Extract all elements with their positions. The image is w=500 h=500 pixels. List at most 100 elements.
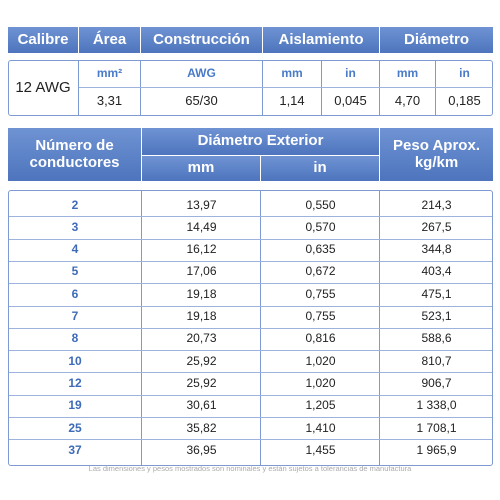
table-cell: 0,672 xyxy=(261,261,380,283)
conductor-count: 25 xyxy=(8,417,142,439)
table-cell: 1 708,1 xyxy=(380,417,493,439)
table-cell-text: 0,816 xyxy=(305,331,336,346)
column-divider xyxy=(78,61,79,115)
table-cell: 344,8 xyxy=(380,239,493,261)
table-cell-text: 403,4 xyxy=(421,264,452,279)
table-cell-text: 0,672 xyxy=(305,264,336,279)
conductor-count-text: 12 xyxy=(68,375,82,390)
table-cell: 523,1 xyxy=(380,306,493,328)
column-divider xyxy=(379,61,380,115)
conductor-count-text: 3 xyxy=(71,219,79,234)
conductor-count-text: 10 xyxy=(68,353,82,368)
conductor-count-text: 19 xyxy=(68,398,82,413)
value-cell-text: 3,31 xyxy=(96,93,123,109)
value-cell-text: 0,185 xyxy=(448,93,481,109)
table-cell: 1 338,0 xyxy=(380,395,493,417)
unit-header: in xyxy=(261,156,379,181)
table-cell-text: 1 338,0 xyxy=(416,398,457,413)
footnote: Las dimensiones y pesos mostrados son no… xyxy=(0,464,500,476)
header-cell: Diámetro Exterior xyxy=(142,128,379,155)
table-cell: 17,06 xyxy=(142,261,261,283)
table-cell-text: 0,635 xyxy=(305,242,336,257)
table-cell-text: 214,3 xyxy=(421,197,452,212)
conductor-count-text: 2 xyxy=(71,197,79,212)
table-cell-text: 1,020 xyxy=(305,353,336,368)
table-cell: 36,95 xyxy=(142,439,261,461)
table-cell: 25,92 xyxy=(142,372,261,394)
table-cell: 810,7 xyxy=(380,350,493,372)
header-cell-text: Aislamiento xyxy=(278,30,364,48)
header-cell: Área xyxy=(79,27,140,53)
unit-cell: in xyxy=(322,61,379,87)
table-cell: 19,18 xyxy=(142,306,261,328)
value-cell-text: 4,70 xyxy=(394,93,421,109)
conductor-count: 8 xyxy=(8,328,142,350)
table-cell: 0,570 xyxy=(261,216,380,238)
table-cell: 1,020 xyxy=(261,372,380,394)
conductor-count-text: 4 xyxy=(71,242,79,257)
table-cell: 35,82 xyxy=(142,417,261,439)
table-cell-text: 1,020 xyxy=(305,375,336,390)
table-cell: 1,020 xyxy=(261,350,380,372)
table-cell: 0,635 xyxy=(261,239,380,261)
table-cell-text: 0,755 xyxy=(305,309,336,324)
table-cell: 0,755 xyxy=(261,283,380,305)
table-cell: 403,4 xyxy=(380,261,493,283)
unit-cell: mm xyxy=(263,61,321,87)
conductor-count: 2 xyxy=(8,194,142,216)
conductor-count-text: 7 xyxy=(71,309,79,324)
row-divider xyxy=(9,350,492,352)
row-divider xyxy=(9,372,492,374)
unit-cell: mm xyxy=(380,61,435,87)
column-divider xyxy=(140,61,141,115)
header-cell: Calibre xyxy=(8,27,78,53)
table-cell-text: 30,61 xyxy=(186,398,217,413)
header-cell: Aislamiento xyxy=(263,27,379,53)
table-cell-text: 36,95 xyxy=(186,442,217,457)
header-cell-text: Construcción xyxy=(153,30,250,48)
value-cell: 0,185 xyxy=(436,88,493,115)
conductor-count: 12 xyxy=(8,372,142,394)
header-cell: Peso Aprox. kg/km xyxy=(380,128,493,181)
table-cell-text: 35,82 xyxy=(186,420,217,435)
unit-cell: in xyxy=(436,61,493,87)
table-cell-text: 810,7 xyxy=(421,353,452,368)
table-cell: 0,816 xyxy=(261,328,380,350)
table-cell: 20,73 xyxy=(142,328,261,350)
table-cell-text: 267,5 xyxy=(421,219,452,234)
conductor-count: 4 xyxy=(8,239,142,261)
unit-cell-text: mm xyxy=(396,66,419,81)
table-cell-text: 14,49 xyxy=(186,219,217,234)
conductor-count: 10 xyxy=(8,350,142,372)
row-divider xyxy=(9,439,492,441)
table-cell: 13,97 xyxy=(142,194,261,216)
row-divider xyxy=(9,394,492,396)
row-divider xyxy=(79,87,493,88)
table-cell-text: 906,7 xyxy=(421,375,452,390)
table-cell-text: 25,92 xyxy=(186,375,217,390)
table-cell-text: 588,6 xyxy=(421,331,452,346)
table-cell: 1,205 xyxy=(261,395,380,417)
conductor-count: 3 xyxy=(8,216,142,238)
unit-header-text: in xyxy=(313,159,327,177)
calibre-cell: 12 AWG xyxy=(8,60,78,116)
value-cell: 65/30 xyxy=(141,88,262,115)
unit-cell-text: AWG xyxy=(187,66,216,81)
value-cell-text: 0,045 xyxy=(334,93,367,109)
table-cell-text: 1,455 xyxy=(305,442,336,457)
header-cell-text: Número de xyxy=(35,137,114,154)
conductor-count: 37 xyxy=(8,439,142,461)
row-divider xyxy=(9,327,492,329)
table-cell: 16,12 xyxy=(142,239,261,261)
table-cell: 0,755 xyxy=(261,306,380,328)
table-cell-text: 0,755 xyxy=(305,286,336,301)
table-cell: 267,5 xyxy=(380,216,493,238)
table-cell: 14,49 xyxy=(142,216,261,238)
header-cell-text: Diámetro Exterior xyxy=(197,132,324,150)
table-cell-text: 1 965,9 xyxy=(416,442,457,457)
table-cell: 25,92 xyxy=(142,350,261,372)
header-cell-text: kg/km xyxy=(414,153,459,171)
column-divider xyxy=(321,61,322,115)
value-cell: 1,14 xyxy=(263,88,321,115)
